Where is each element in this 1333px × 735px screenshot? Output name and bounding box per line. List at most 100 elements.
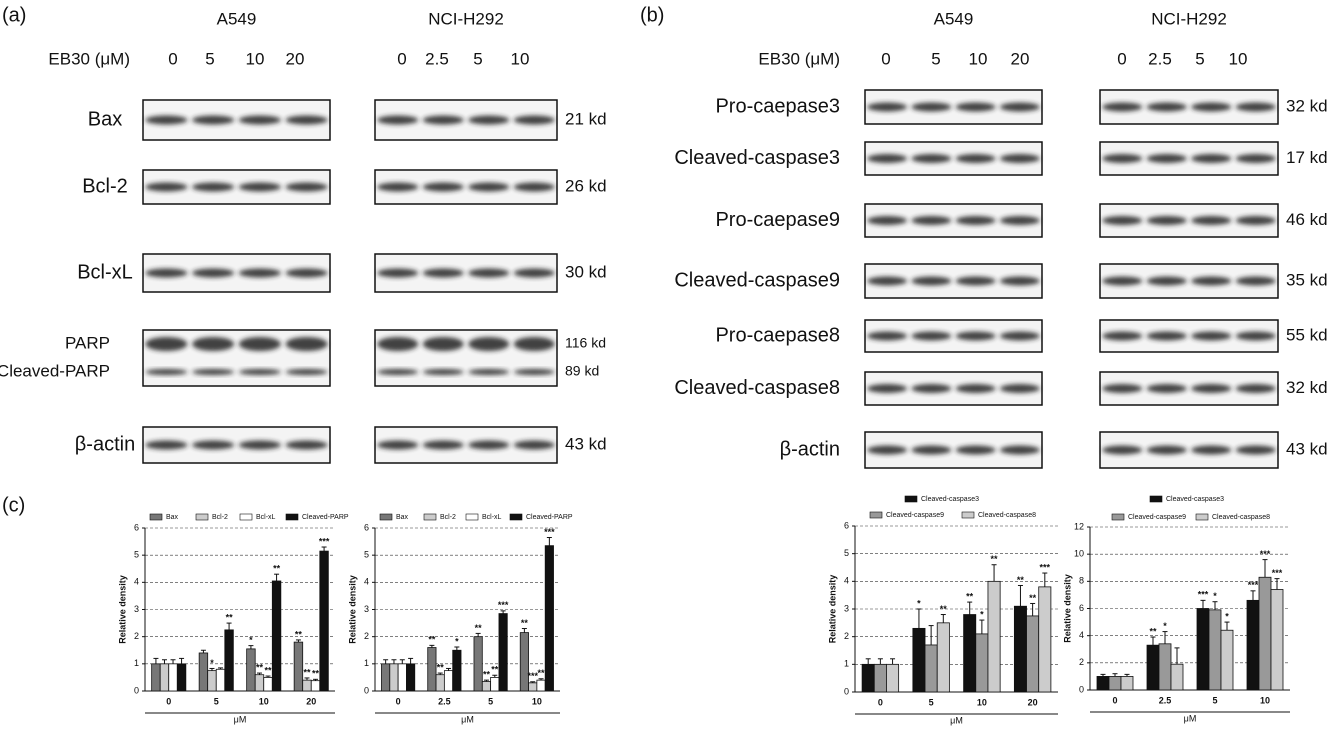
bar	[310, 680, 321, 692]
dose: 5	[1195, 49, 1204, 68]
band	[422, 115, 464, 125]
size-label: 89 kd	[565, 363, 599, 379]
band	[468, 268, 510, 278]
band	[145, 337, 188, 351]
band	[192, 182, 235, 192]
legend-swatch	[904, 495, 918, 503]
panel-label: (b)	[640, 4, 664, 26]
size-label: 32 kd	[1286, 96, 1328, 115]
legend-label: Cleaved-caspase9	[1128, 514, 1186, 521]
legend-label: Cleaved-caspase3	[921, 496, 979, 503]
protein-label: Pro-caepase9	[715, 209, 840, 231]
bar	[1170, 663, 1184, 691]
bar	[873, 663, 887, 693]
band	[867, 102, 908, 112]
band	[867, 154, 908, 163]
bar	[263, 677, 273, 692]
band	[513, 369, 555, 375]
legend-swatch	[423, 513, 437, 521]
size-label: 46 kd	[1286, 210, 1328, 229]
legend-swatch	[1111, 513, 1125, 521]
y-tick-label: 4	[364, 577, 369, 587]
legend-label: Cleaved-caspase9	[886, 512, 944, 519]
y-tick-label: 8	[1079, 576, 1084, 586]
significance: ***	[527, 671, 538, 681]
band	[145, 182, 188, 192]
legend-label: Bcl-2	[212, 514, 228, 521]
legend-swatch	[509, 513, 523, 521]
dose: 20	[286, 49, 305, 68]
significance: **	[265, 665, 273, 675]
bar	[963, 614, 977, 693]
significance: **	[491, 665, 499, 675]
bar	[224, 629, 234, 692]
legend-swatch	[149, 513, 163, 521]
band	[1146, 445, 1187, 455]
band	[999, 331, 1040, 341]
legend-swatch	[195, 513, 209, 521]
x-axis-label: μM	[1184, 713, 1197, 723]
bar	[381, 663, 391, 692]
band	[867, 384, 908, 393]
band	[468, 115, 510, 125]
band	[1102, 154, 1143, 163]
protein-label: Bcl-xL	[77, 261, 133, 283]
significance: ***	[319, 536, 330, 546]
band	[422, 440, 464, 450]
band	[1102, 445, 1143, 455]
significance: *	[980, 609, 984, 619]
bar	[1038, 586, 1052, 693]
bar	[246, 648, 256, 692]
band	[1146, 331, 1187, 341]
bar	[936, 622, 950, 693]
bar	[319, 550, 329, 692]
band	[1235, 276, 1276, 286]
bar	[1108, 676, 1122, 691]
band	[911, 154, 952, 163]
bar	[519, 632, 529, 692]
bar	[975, 633, 989, 693]
band	[422, 369, 464, 375]
significance: **	[256, 662, 264, 672]
band	[1235, 331, 1276, 341]
protein-label: Bax	[88, 108, 122, 130]
size-label: 21 kd	[565, 109, 607, 128]
dose: 0	[1117, 49, 1126, 68]
x-tick-label: 20	[1028, 697, 1038, 707]
legend-label: Cleaved-caspase8	[1212, 514, 1270, 521]
y-tick-label: 2	[844, 631, 849, 641]
bar	[528, 682, 538, 692]
y-axis-label: Relative density	[117, 575, 127, 644]
y-tick-label: 6	[844, 520, 849, 530]
x-tick-label: 5	[929, 697, 934, 707]
size-label: 43 kd	[1286, 439, 1328, 458]
size-label: 32 kd	[1286, 378, 1328, 397]
x-axis-label: μM	[234, 714, 247, 724]
y-tick-label: 6	[1079, 603, 1084, 613]
treatment-label: EB30 (μM)	[758, 49, 840, 68]
band	[955, 276, 996, 286]
band	[911, 445, 952, 455]
significance: **	[1029, 593, 1037, 603]
significance: **	[1149, 626, 1157, 636]
bar	[271, 580, 282, 692]
size-label: 55 kd	[1286, 325, 1328, 344]
band	[1191, 154, 1232, 163]
legend-label: Bcl-xL	[256, 514, 276, 521]
bar	[389, 663, 399, 692]
band	[867, 331, 908, 341]
band	[1235, 216, 1276, 225]
x-tick-label: 5	[214, 696, 219, 706]
dose: 10	[511, 49, 530, 68]
bar	[1196, 608, 1210, 691]
y-tick-label: 0	[1079, 684, 1084, 694]
band	[192, 268, 235, 278]
band	[1146, 384, 1187, 393]
size-label: 30 kd	[565, 262, 607, 281]
y-tick-label: 6	[364, 522, 369, 532]
bar	[886, 663, 900, 693]
protein-label: Cleaved-caspase8	[674, 377, 840, 399]
dose: 10	[1229, 49, 1248, 68]
band	[911, 102, 952, 112]
